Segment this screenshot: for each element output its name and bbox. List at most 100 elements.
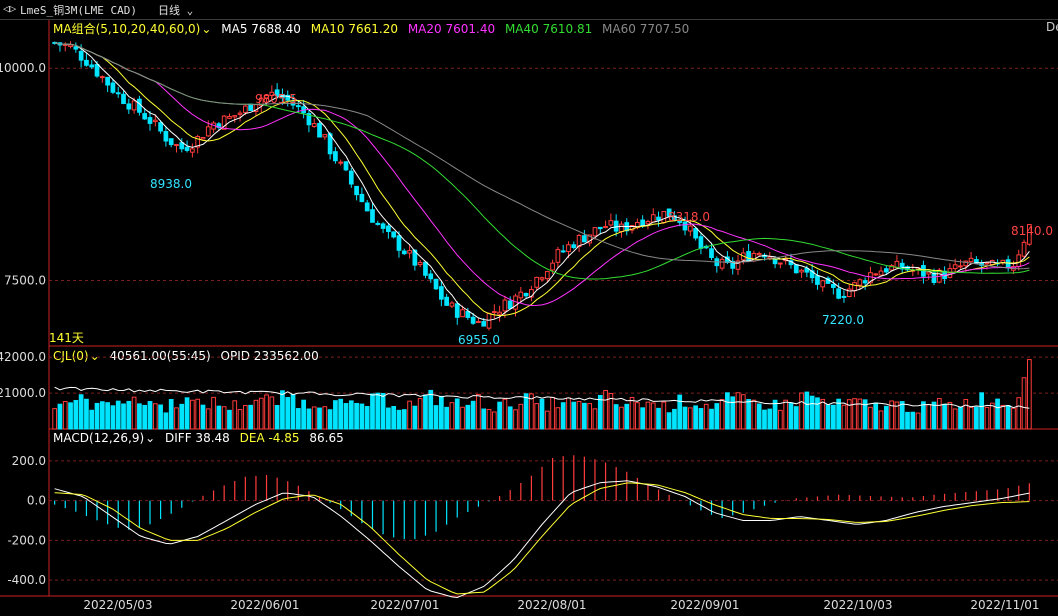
candle-up <box>476 320 481 323</box>
volume-bar <box>767 408 773 430</box>
volume-bar <box>449 402 455 430</box>
volume-bar <box>401 409 407 430</box>
candle-down <box>78 50 84 61</box>
volume-bar <box>242 405 248 430</box>
volume-bar <box>825 404 831 430</box>
volume-bar <box>889 400 894 430</box>
volume-bar <box>830 404 836 430</box>
candle-up <box>152 119 158 123</box>
volume-bar <box>629 396 635 430</box>
volume-bar <box>560 402 566 430</box>
volume-bar <box>78 394 84 430</box>
volume-bar <box>804 391 810 430</box>
candle-down <box>364 202 370 212</box>
volume-bar <box>158 404 163 430</box>
candle-up <box>221 115 227 130</box>
candle-up <box>661 211 667 224</box>
volume-bar <box>195 398 201 430</box>
candle-up <box>645 220 651 225</box>
volume-bar <box>936 398 942 430</box>
volume-bar <box>163 412 169 430</box>
volume-bar <box>571 401 577 430</box>
x-tick-label: 2022/07/01 <box>370 598 439 612</box>
candle-up <box>687 225 693 232</box>
volume-bar <box>412 405 418 430</box>
volume-bar <box>597 394 603 430</box>
candle-up <box>502 299 508 312</box>
volume-bar <box>555 407 561 430</box>
opid-value: OPID 233562.00 <box>220 349 319 363</box>
volume-bar <box>714 403 720 430</box>
volume-bar <box>883 405 889 430</box>
volume-bar <box>725 392 730 430</box>
x-tick-label: 2022/11/01 <box>970 598 1039 612</box>
y-tick-label: 7500.0 <box>4 274 46 288</box>
candle-up <box>958 265 963 268</box>
volume-bar <box>354 402 359 430</box>
candle-down <box>793 264 799 274</box>
volume-bar <box>232 400 238 430</box>
volume-bar <box>396 409 402 430</box>
period-selector[interactable]: 日线 ⌄ <box>158 2 193 18</box>
candle-up <box>232 115 238 118</box>
back-icon[interactable]: ◁▷ <box>3 2 17 15</box>
volume-bar <box>677 394 683 430</box>
volume-bar <box>942 403 947 430</box>
volume-bar <box>481 408 487 430</box>
candle-down <box>84 59 89 66</box>
volume-bar <box>740 394 746 430</box>
right-label: De <box>1046 20 1058 34</box>
candle-down <box>168 138 174 146</box>
candle-down <box>391 231 397 238</box>
volume-bar <box>460 406 465 430</box>
candle-up <box>99 76 105 79</box>
volume-bar <box>428 389 434 430</box>
volume-bar <box>99 401 105 430</box>
volume-indicator-name[interactable]: CJL(0) <box>53 349 89 363</box>
volume-bar <box>862 399 868 430</box>
volume-bar <box>544 410 550 430</box>
dea-value: DEA -4.85 <box>239 431 300 445</box>
volume-bar <box>788 402 794 430</box>
candle-up <box>756 253 762 256</box>
candle-down <box>147 117 153 124</box>
volume-bar <box>348 400 354 430</box>
volume-bar <box>963 398 969 430</box>
candle-down <box>306 112 312 126</box>
candle-down <box>470 316 476 324</box>
volume-bar <box>1021 377 1027 430</box>
ma-group-label[interactable]: MA组合(5,10,20,40,60,0) <box>53 22 201 36</box>
volume-bar <box>407 400 412 430</box>
volume-bar <box>799 392 804 430</box>
candle-down <box>809 270 815 279</box>
macd-indicator-name[interactable]: MACD(12,26,9) <box>53 431 145 445</box>
diff-value: DIFF 38.48 <box>165 431 230 445</box>
volume-bar <box>746 399 751 430</box>
candle-down <box>772 258 778 265</box>
candle-down <box>507 300 513 309</box>
volume-bar <box>338 398 344 430</box>
candle-down <box>613 220 619 232</box>
volume-bar <box>534 403 540 430</box>
volume-bar <box>1000 404 1006 430</box>
volume-bar <box>836 398 842 430</box>
volume-bar <box>576 400 582 430</box>
volume-bar <box>438 395 444 430</box>
volume-bar <box>359 403 365 430</box>
volume-bar <box>809 395 815 430</box>
volume-bar <box>1005 404 1011 430</box>
candle-up <box>735 260 741 270</box>
y-tick-label: 0.0 <box>27 494 46 508</box>
candle-down <box>184 146 190 151</box>
volume-bar <box>465 404 471 430</box>
candle-up <box>460 309 465 318</box>
volume-bar <box>269 396 275 430</box>
symbol-title[interactable]: LmeS_铜3M(LME CAD) <box>20 4 137 17</box>
volume-bar <box>778 409 783 430</box>
candle-down <box>137 98 142 113</box>
candle-up <box>338 161 344 164</box>
volume-bar <box>592 408 598 430</box>
volume-bar <box>84 398 89 430</box>
candle-up <box>205 126 211 137</box>
